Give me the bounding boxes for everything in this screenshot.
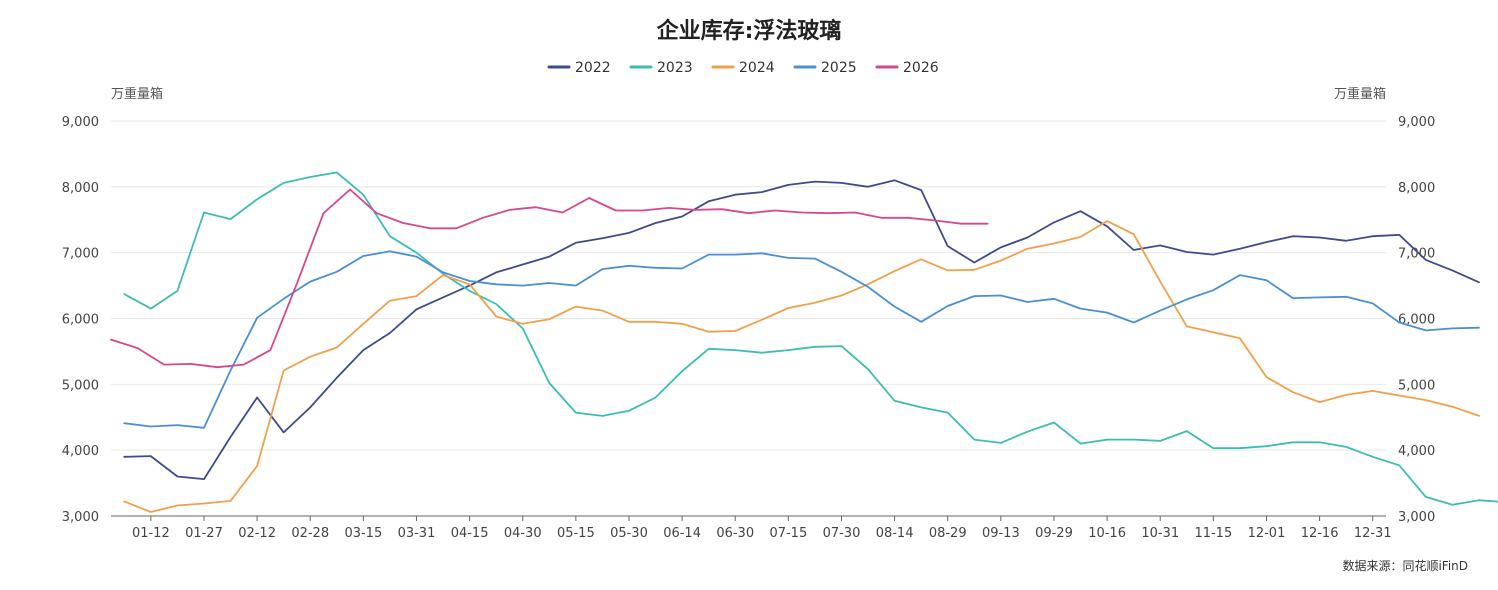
x-tick-08-14: 08-14: [876, 526, 914, 541]
legend-label-2026: 2026: [903, 60, 939, 76]
legend-item-2026[interactable]: 2026: [875, 60, 939, 76]
legend-label-2025: 2025: [821, 60, 857, 76]
legend-label-2024: 2024: [739, 60, 775, 76]
series-lines: [110, 171, 1498, 513]
x-tick-08-29: 08-29: [929, 526, 967, 541]
x-tick-06-14: 06-14: [663, 526, 701, 541]
x-tick-05-30: 05-30: [610, 526, 648, 541]
y-tick-right-3000: 3,000: [1398, 510, 1435, 525]
grid: [111, 120, 1386, 451]
series-line-2023: [123, 171, 1498, 506]
x-axis: 01-12 01-27 02-12 02-28 03-15 03-31 04-15 04-30…: [132, 516, 1392, 541]
legend-item-2022[interactable]: 2022: [547, 60, 611, 76]
legend-item-2024[interactable]: 2024: [711, 60, 775, 76]
x-tick-10-31: 10-31: [1141, 526, 1179, 541]
y-tick-right-6000: 6,000: [1398, 313, 1435, 328]
y-tick-left-6000: 6,000: [62, 313, 99, 328]
y-tick-left-4000: 4,000: [62, 444, 99, 459]
y-axis-unit-left: 万重量箱: [111, 86, 163, 102]
y-axis-unit-right: 万重量箱: [1334, 86, 1386, 102]
y-tick-left-9000: 9,000: [62, 115, 99, 130]
y-tick-left-5000: 5,000: [62, 378, 99, 393]
x-tick-11-15: 11-15: [1194, 526, 1232, 541]
series-line-2025: [123, 250, 1480, 429]
series-line-2024: [123, 220, 1480, 513]
series-line-2022: [123, 179, 1480, 481]
x-tick-12-31: 12-31: [1354, 526, 1392, 541]
chart-title: 企业库存:浮法玻璃: [656, 18, 842, 44]
data-source: 数据来源：同花顺iFinD: [1342, 558, 1468, 573]
legend-item-2025[interactable]: 2025: [793, 60, 857, 76]
y-tick-right-8000: 8,000: [1398, 181, 1435, 196]
y-tick-right-9000: 9,000: [1398, 115, 1435, 130]
legend-item-2023[interactable]: 2023: [629, 60, 693, 76]
x-tick-01-12: 01-12: [132, 526, 170, 541]
x-tick-03-15: 03-15: [344, 526, 382, 541]
y-axis-right: 3,000 4,000 5,000 6,000 7,000 8,000 9,000: [1398, 115, 1435, 525]
x-tick-06-30: 06-30: [716, 526, 754, 541]
x-tick-09-13: 09-13: [982, 526, 1020, 541]
y-tick-right-4000: 4,000: [1398, 444, 1435, 459]
legend-label-2022: 2022: [575, 60, 611, 76]
x-tick-05-15: 05-15: [557, 526, 595, 541]
y-tick-left-8000: 8,000: [62, 181, 99, 196]
x-tick-01-27: 01-27: [185, 526, 223, 541]
x-tick-02-12: 02-12: [238, 526, 276, 541]
y-tick-left-7000: 7,000: [62, 247, 99, 262]
y-axis-left: 3,000 4,000 5,000 6,000 7,000 8,000 9,000: [62, 115, 99, 525]
x-tick-07-30: 07-30: [823, 526, 861, 541]
x-tick-02-28: 02-28: [291, 526, 329, 541]
series-line-2026: [110, 188, 989, 369]
x-tick-04-30: 04-30: [504, 526, 542, 541]
x-tick-12-16: 12-16: [1301, 526, 1339, 541]
x-tick-07-15: 07-15: [769, 526, 807, 541]
x-tick-12-01: 12-01: [1248, 526, 1286, 541]
legend-label-2023: 2023: [657, 60, 693, 76]
y-tick-right-7000: 7,000: [1398, 247, 1435, 262]
y-tick-left-3000: 3,000: [62, 510, 99, 525]
x-tick-09-29: 09-29: [1035, 526, 1073, 541]
y-tick-right-5000: 5,000: [1398, 378, 1435, 393]
x-tick-04-15: 04-15: [451, 526, 489, 541]
x-tick-10-16: 10-16: [1088, 526, 1126, 541]
legend[interactable]: 2022 2023 2024 2025 2026: [547, 60, 939, 76]
x-tick-03-31: 03-31: [398, 526, 436, 541]
